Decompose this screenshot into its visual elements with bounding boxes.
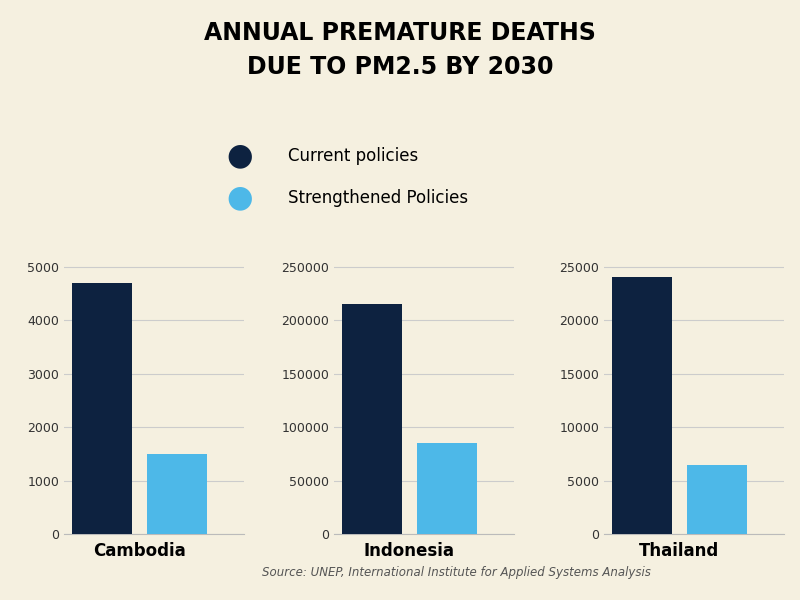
Bar <box>611 277 671 534</box>
Bar <box>417 443 477 534</box>
Bar <box>71 283 131 534</box>
Text: ●: ● <box>226 184 254 212</box>
Bar <box>146 454 206 534</box>
Bar <box>686 464 746 534</box>
Text: ●: ● <box>226 142 254 170</box>
Text: Source: UNEP, International Institute for Applied Systems Analysis: Source: UNEP, International Institute fo… <box>262 566 650 579</box>
Text: ANNUAL PREMATURE DEATHS
DUE TO PM2.5 BY 2030: ANNUAL PREMATURE DEATHS DUE TO PM2.5 BY … <box>204 21 596 79</box>
Text: Strengthened Policies: Strengthened Policies <box>288 189 468 207</box>
Bar <box>342 304 402 534</box>
Text: Current policies: Current policies <box>288 147 418 165</box>
